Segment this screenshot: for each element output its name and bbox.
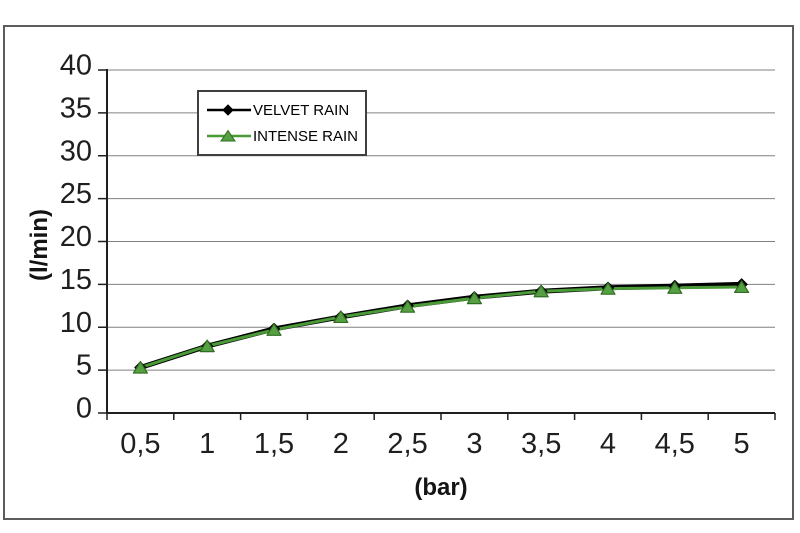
intense-rain-line bbox=[138, 285, 744, 370]
intense-rain-marker bbox=[734, 280, 750, 294]
x-tick-label: 4 bbox=[600, 428, 616, 460]
intense-rain-marker bbox=[266, 323, 282, 336]
y-tick-label: 0 bbox=[76, 393, 92, 425]
x-tick-label: 0,5 bbox=[120, 428, 160, 460]
legend-item-intense-rain: INTENSE RAIN bbox=[206, 123, 365, 149]
triangle-line-marker-icon bbox=[207, 129, 251, 142]
x-tick-label: 5 bbox=[734, 428, 750, 460]
x-tick-label: 1 bbox=[199, 428, 215, 460]
intense-rain-marker bbox=[132, 360, 148, 374]
chart-border-frame bbox=[3, 25, 794, 520]
y-tick-label: 25 bbox=[60, 178, 92, 210]
triangle-icon bbox=[220, 129, 236, 142]
legend-item-velvet-rain: VELVET RAIN bbox=[206, 97, 365, 123]
diamond-line-marker-icon bbox=[207, 104, 251, 116]
x-tick-label: 4,5 bbox=[655, 428, 695, 460]
legend-label-intense-rain: INTENSE RAIN bbox=[253, 127, 359, 145]
y-tick-label: 20 bbox=[60, 221, 92, 253]
y-tick-label: 15 bbox=[60, 264, 92, 296]
y-tick-label: 40 bbox=[60, 50, 92, 82]
y-tick-label: 10 bbox=[60, 307, 92, 339]
y-tick-label: 5 bbox=[76, 350, 92, 382]
x-axis-title: (bar) bbox=[414, 474, 468, 501]
x-tick-label: 2,5 bbox=[387, 428, 427, 460]
x-tick-label: 3 bbox=[466, 428, 482, 460]
y-tick-label: 30 bbox=[60, 135, 92, 167]
velvet-rain-line bbox=[137, 281, 745, 371]
x-tick-label: 3,5 bbox=[521, 428, 561, 460]
diamond-icon bbox=[222, 104, 234, 116]
y-tick-label: 35 bbox=[60, 92, 92, 124]
intense-rain-marker bbox=[199, 339, 215, 353]
intense-rain-marker bbox=[466, 291, 482, 305]
legend: VELVET RAIN INTENSE RAIN bbox=[197, 90, 367, 156]
legend-label-velvet-rain: VELVET RAIN bbox=[253, 101, 350, 119]
intense-rain-marker bbox=[533, 284, 549, 298]
intense-rain-marker bbox=[667, 281, 683, 294]
intense-rain-marker bbox=[600, 282, 616, 295]
x-tick-label: 2 bbox=[333, 428, 349, 460]
intense-rain-marker bbox=[400, 300, 416, 313]
intense-rain-marker bbox=[333, 310, 349, 324]
y-axis-title: (l/min) bbox=[26, 209, 53, 281]
x-tick-label: 1,5 bbox=[254, 428, 294, 460]
